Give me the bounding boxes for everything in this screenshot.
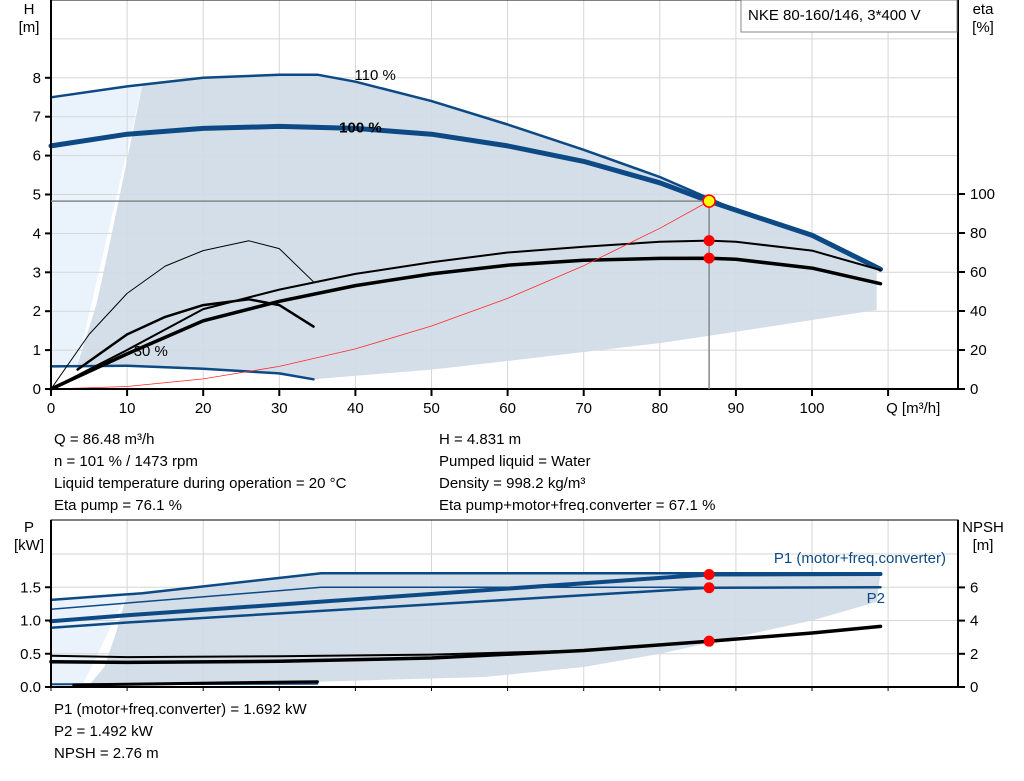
y2-axis-label: NPSH [962,519,1004,536]
info-speed: n = 101 % / 1473 rpm [54,453,198,470]
info-top-left: Q = 86.48 m³/h n = 101 % / 1473 rpm Liqu… [54,429,346,517]
y2-tick-label: 2 [970,646,978,663]
series-line-p-30-b [72,680,319,687]
info-flow: Q = 86.48 m³/h [54,431,155,448]
y2-tick-label: 6 [970,579,978,596]
y-tick-label: 1.5 [20,579,41,596]
y-tick-label: 0.5 [20,646,41,663]
y-tick-label: 8 [33,70,41,87]
x-axis-label: Q [m³/h] [886,400,940,417]
info-top-right: H = 4.831 m Pumped liquid = Water Densit… [439,429,715,517]
y-axis-label: [m] [19,19,40,36]
x-tick-label: 10 [119,400,136,417]
series-line-p1-100 [49,572,883,624]
y2-tick-label: 0 [970,679,978,696]
curve-label: 110 % [354,67,395,84]
series-line-system-curve [50,200,710,390]
info-bottom: P1 (motor+freq.converter) = 1.692 kW P2 … [54,699,307,765]
series-line-eta-total [49,256,883,391]
info-head: H = 4.831 m [439,431,522,448]
info-liquid: Pumped liquid = Water [439,453,591,470]
series-line-npsh-110 [50,649,585,659]
chart-title: NKE 80-160/146, 3*400 V [748,7,921,24]
series-label-p1: P1 (motor+freq.converter) [774,550,946,567]
eta-total-marker [703,252,715,264]
x-tick-label: 40 [347,400,364,417]
x-tick-label: 50 [423,400,440,417]
y-tick-label: 1.0 [20,613,41,630]
y-tick-label: 4 [33,225,41,242]
y2-tick-label: 20 [970,342,987,359]
y-tick-label: 5 [33,187,41,204]
y-tick-label: 3 [33,264,41,281]
x-tick-label: 0 [47,400,55,417]
series-line-head-100 [48,123,883,272]
x-tick-label: 30 [271,400,288,417]
series-line-eta-total-30 [76,298,315,371]
y-tick-label: 6 [33,148,41,165]
info-density: Density = 998.2 kg/m³ [439,475,586,492]
y2-tick-label: 0 [970,381,978,398]
y2-axis-label: [%] [972,19,994,36]
y2-axis-label: eta [973,1,995,18]
y2-tick-label: 4 [970,613,978,630]
series-line-eta-pump-30 [50,240,314,390]
info-eta-total: Eta pump+motor+freq.converter = 67.1 % [439,497,716,514]
series-line-p1-110 [49,572,882,602]
y2-tick-label: 100 [970,186,995,203]
info-p1: P1 (motor+freq.converter) = 1.692 kW [54,701,307,718]
series-label-p2: P2 [867,590,885,607]
x-tick-label: 100 [799,400,824,417]
y2-tick-label: 60 [970,264,987,281]
y-axis-label: H [24,1,35,18]
eta-pump-marker [703,235,715,247]
y-tick-label: 1 [33,342,41,359]
y-tick-label: 0.0 [20,679,41,696]
x-tick-label: 20 [195,400,212,417]
y-axis-label: P [24,519,34,536]
p1-marker [703,568,715,580]
npsh-marker [703,635,715,647]
p2-marker [703,582,715,594]
y-tick-label: 0 [33,381,41,398]
y2-tick-label: 80 [970,225,987,242]
y2-tick-label: 40 [970,303,987,320]
x-tick-label: 80 [651,400,668,417]
info-eta-pump: Eta pump = 76.1 % [54,497,182,514]
x-tick-label: 70 [575,400,592,417]
y-axis-label: [kW] [14,537,44,554]
series-line-eta-pump [50,239,882,390]
info-npsh: NPSH = 2.76 m [54,745,159,762]
title-box [740,0,958,33]
series-line-npsh-100 [49,624,883,665]
y2-axis-label: [m] [973,537,994,554]
y-tick-label: 7 [33,109,41,126]
series-line-p2-110 [50,586,882,610]
series-line-p2-100 [49,586,882,630]
curve-label: 100 % [339,119,382,136]
x-tick-label: 90 [728,400,745,417]
chart-panel-1: 0.0 0.5 1.0 1.5 0 2 4 6 P[kW] NPSH[m] P1 (motor+fr… [14,519,1004,696]
curve-label: 30 % [134,343,168,360]
info-temperature: Liquid temperature during operation = 20… [54,475,347,492]
x-tick-label: 60 [499,400,516,417]
envelope-region [76,74,877,380]
info-p2: P2 = 1.492 kW [54,723,153,740]
y-tick-label: 2 [33,303,41,320]
duty-point-marker [702,194,716,208]
